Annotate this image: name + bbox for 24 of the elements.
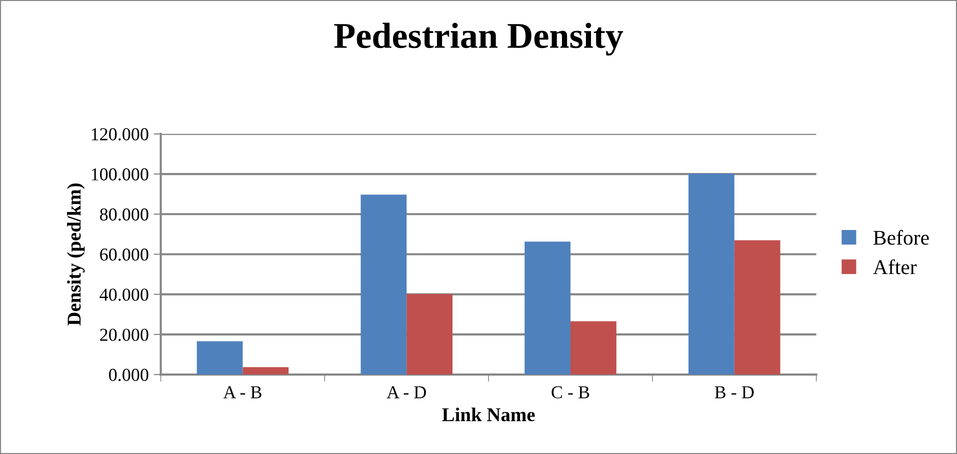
bar <box>688 174 734 375</box>
x-tick-label: C - B <box>552 386 590 398</box>
y-tick-label: 40.000 <box>100 288 148 301</box>
y-axis-title: Density (ped/km) <box>67 184 85 326</box>
bar <box>734 240 780 375</box>
bar <box>196 341 243 375</box>
y-tick-label: 0.000 <box>109 368 148 382</box>
bar <box>242 367 289 375</box>
x-tick-label: A - B <box>223 386 262 398</box>
y-tick-label: 80.000 <box>100 208 148 221</box>
x-tick-label: B - D <box>714 386 754 398</box>
y-tick-label: 20.000 <box>100 328 148 341</box>
legend-label: After <box>873 259 917 274</box>
bar <box>524 242 570 375</box>
bar <box>570 321 616 375</box>
bar <box>406 294 452 375</box>
x-tick-label: A - D <box>386 386 426 398</box>
x-axis-title: Link Name <box>442 408 535 422</box>
y-tick-label: 100.000 <box>92 168 148 181</box>
y-tick-label: 120.000 <box>92 128 148 140</box>
chart-title: Pedestrian Density <box>334 22 624 56</box>
y-tick-label: 60.000 <box>100 248 148 261</box>
legend-label: Before <box>873 230 929 245</box>
bar <box>360 194 407 375</box>
